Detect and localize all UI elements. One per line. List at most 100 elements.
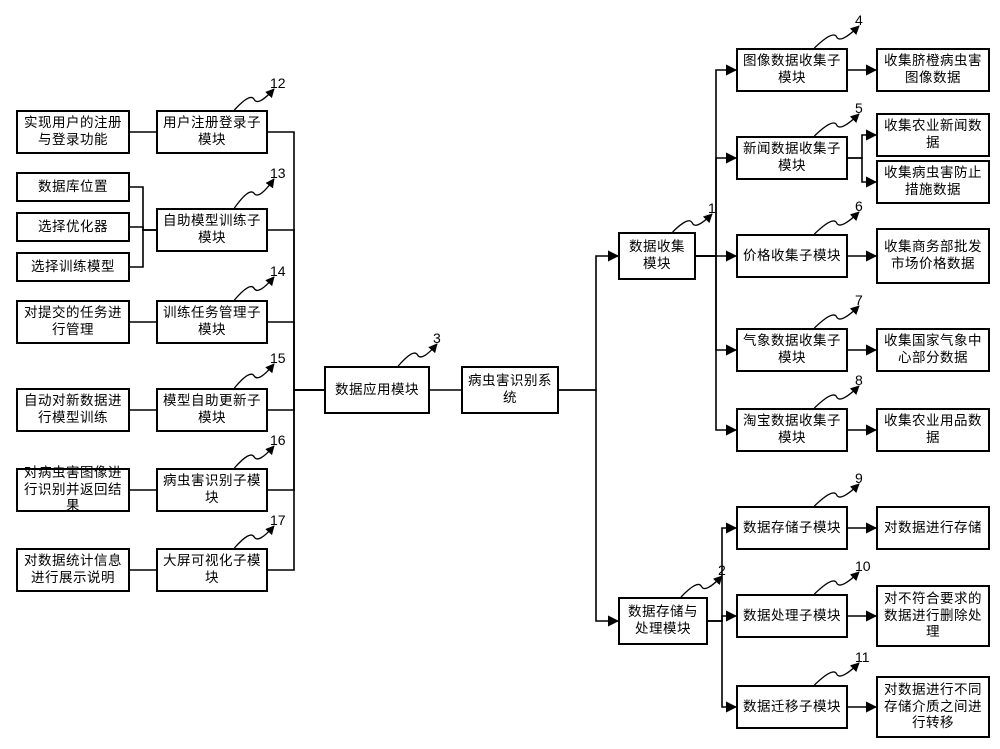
node-n7: 气象数据收集子模块 bbox=[736, 328, 848, 372]
node-d12: 实现用户的注册与登录功能 bbox=[16, 110, 130, 154]
callout-n9: 9 bbox=[855, 470, 863, 486]
node-d13c: 选择训练模型 bbox=[16, 252, 130, 282]
node-d9: 对数据进行存储 bbox=[876, 506, 990, 550]
node-d6: 收集商务部批发市场价格数据 bbox=[876, 228, 990, 284]
node-label: 数据库位置 bbox=[38, 179, 108, 196]
node-n9: 数据存储子模块 bbox=[736, 506, 848, 550]
node-label: 对不符合要求的数据进行删除处理 bbox=[882, 591, 984, 642]
callout-n1: 1 bbox=[708, 200, 716, 216]
callout-lead-n10 bbox=[814, 572, 859, 594]
node-label: 自助模型训练子模块 bbox=[162, 213, 262, 247]
callout-n5: 5 bbox=[855, 100, 863, 116]
node-label: 新闻数据收集子模块 bbox=[742, 141, 842, 175]
node-d11: 对数据进行不同存储介质之间进行转移 bbox=[876, 676, 990, 738]
edge-n1-n7 bbox=[696, 256, 736, 350]
node-d10: 对不符合要求的数据进行删除处理 bbox=[876, 585, 990, 647]
node-d5a: 收集农业新闻数据 bbox=[876, 113, 990, 157]
edge-n2-n10 bbox=[708, 616, 736, 621]
node-d17: 对数据统计信息进行展示说明 bbox=[16, 548, 130, 592]
node-label: 收集国家气象中心部分数据 bbox=[882, 333, 984, 367]
node-root: 病虫害识别系统 bbox=[461, 366, 559, 414]
callout-lead-n3 bbox=[398, 344, 437, 366]
callout-lead-n7 bbox=[814, 306, 859, 328]
callout-lead-n9 bbox=[814, 484, 859, 506]
edge-n3-n13 bbox=[268, 230, 324, 390]
callout-n11: 11 bbox=[855, 649, 870, 665]
node-d5b: 收集病虫害防止措施数据 bbox=[876, 160, 990, 204]
callout-n17: 17 bbox=[270, 512, 286, 528]
callout-n7: 7 bbox=[855, 292, 863, 308]
node-n1: 数据收集模块 bbox=[618, 232, 696, 280]
edge-n1-n5 bbox=[696, 158, 736, 256]
edge-n3-n17 bbox=[268, 390, 324, 570]
node-n10: 数据处理子模块 bbox=[736, 594, 848, 638]
node-d13a: 数据库位置 bbox=[16, 172, 130, 202]
callout-n2: 2 bbox=[718, 562, 726, 578]
callout-lead-n6 bbox=[814, 212, 859, 234]
node-d7: 收集国家气象中心部分数据 bbox=[876, 328, 990, 372]
node-label: 选择优化器 bbox=[38, 219, 108, 236]
node-n13: 自助模型训练子模块 bbox=[156, 208, 268, 252]
node-label: 收集农业用品数据 bbox=[882, 413, 984, 447]
edge-n13-d13c bbox=[130, 230, 156, 267]
node-n11: 数据迁移子模块 bbox=[736, 685, 848, 729]
node-n5: 新闻数据收集子模块 bbox=[736, 136, 848, 180]
node-label: 收集病虫害防止措施数据 bbox=[882, 165, 984, 199]
callout-n15: 15 bbox=[270, 350, 286, 366]
node-label: 自动对新数据进行模型训练 bbox=[22, 393, 124, 427]
node-label: 病虫害识别子模块 bbox=[162, 473, 262, 507]
node-label: 用户注册登录子模块 bbox=[162, 115, 262, 149]
callout-n8: 8 bbox=[855, 372, 863, 388]
node-n3: 数据应用模块 bbox=[324, 366, 430, 414]
callout-n12: 12 bbox=[270, 75, 286, 91]
callout-lead-n13 bbox=[234, 179, 274, 208]
node-label: 对数据进行不同存储介质之间进行转移 bbox=[882, 682, 984, 733]
callout-lead-n12 bbox=[234, 89, 274, 110]
callout-lead-n4 bbox=[814, 26, 859, 48]
node-label: 收集农业新闻数据 bbox=[882, 118, 984, 152]
edge-n5-d5b bbox=[848, 158, 876, 182]
node-label: 训练任务管理子模块 bbox=[162, 305, 262, 339]
node-label: 病虫害识别系统 bbox=[467, 373, 553, 407]
node-d16: 对病虫害图像进行识别并返回结果 bbox=[16, 468, 130, 512]
node-d14: 对提交的任务进行管理 bbox=[16, 300, 130, 344]
edge-root-n2 bbox=[559, 390, 618, 621]
callout-n16: 16 bbox=[270, 432, 286, 448]
callout-lead-n8 bbox=[814, 386, 859, 408]
node-n14: 训练任务管理子模块 bbox=[156, 300, 268, 344]
diagram-stage: 病虫害识别系统数据收集模块1数据存储与处理模块2数据应用模块3图像数据收集子模块… bbox=[0, 0, 1000, 749]
node-label: 气象数据收集子模块 bbox=[742, 333, 842, 367]
edge-n13-d13b bbox=[130, 227, 156, 230]
node-label: 实现用户的注册与登录功能 bbox=[22, 115, 124, 149]
node-label: 收集商务部批发市场价格数据 bbox=[882, 239, 984, 273]
callout-lead-n2 bbox=[681, 576, 722, 597]
callout-lead-n1 bbox=[673, 214, 712, 232]
node-label: 淘宝数据收集子模块 bbox=[742, 413, 842, 447]
callout-lead-n11 bbox=[814, 663, 859, 685]
node-label: 数据收集模块 bbox=[624, 239, 690, 273]
callout-n13: 13 bbox=[270, 165, 286, 181]
node-n8: 淘宝数据收集子模块 bbox=[736, 408, 848, 452]
edge-root-n1 bbox=[559, 256, 618, 390]
node-label: 数据存储子模块 bbox=[743, 520, 841, 537]
edge-n1-n4 bbox=[696, 70, 736, 256]
edge-n3-n15 bbox=[268, 390, 324, 410]
node-n16: 病虫害识别子模块 bbox=[156, 468, 268, 512]
callout-lead-n17 bbox=[234, 526, 274, 548]
node-label: 对数据进行存储 bbox=[884, 520, 982, 537]
node-n17: 大屏可视化子模块 bbox=[156, 548, 268, 592]
node-label: 价格收集子模块 bbox=[743, 248, 841, 265]
node-label: 对病虫害图像进行识别并返回结果 bbox=[22, 465, 124, 516]
callout-lead-n14 bbox=[234, 277, 274, 300]
callout-n6: 6 bbox=[855, 198, 863, 214]
node-label: 对提交的任务进行管理 bbox=[22, 305, 124, 339]
node-n12: 用户注册登录子模块 bbox=[156, 110, 268, 154]
callout-n3: 3 bbox=[433, 330, 441, 346]
node-d15: 自动对新数据进行模型训练 bbox=[16, 388, 130, 432]
node-n15: 模型自助更新子模块 bbox=[156, 388, 268, 432]
node-d13b: 选择优化器 bbox=[16, 212, 130, 242]
node-label: 收集脐橙病虫害图像数据 bbox=[882, 53, 984, 87]
node-label: 选择训练模型 bbox=[31, 259, 115, 276]
node-label: 图像数据收集子模块 bbox=[742, 53, 842, 87]
edge-n1-n8 bbox=[696, 256, 736, 430]
